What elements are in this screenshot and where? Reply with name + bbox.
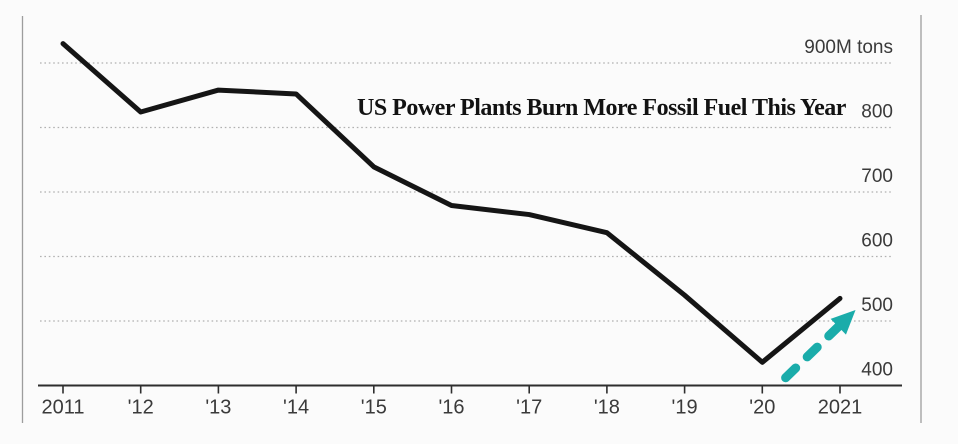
y-axis-label: 500 [861,295,893,316]
x-axis-label: '12 [128,397,154,419]
x-axis-label: '14 [283,397,309,419]
x-axis-label: '20 [749,397,775,419]
y-axis-label: 700 [861,166,893,187]
x-axis-label: '16 [438,397,464,419]
y-axis-label: 400 [861,360,893,381]
x-axis-label: '18 [594,397,620,419]
y-axis-label: 600 [861,231,893,252]
trend-arrow-head [830,310,856,335]
data-line [60,41,843,365]
x-axis-label: '15 [361,397,387,419]
x-axis-label: '17 [516,397,542,419]
x-axis-label: '19 [672,397,698,419]
trend-arrow-shaft [781,322,843,383]
x-axis-label: 2021 [818,397,863,419]
x-axis-label: '13 [205,397,231,419]
x-axis-label: 2011 [41,397,84,419]
chart-title: US Power Plants Burn More Fossil Fuel Th… [357,95,846,121]
y-axis-label: 800 [861,102,893,123]
y-axis-label: 900M tons [804,37,893,58]
